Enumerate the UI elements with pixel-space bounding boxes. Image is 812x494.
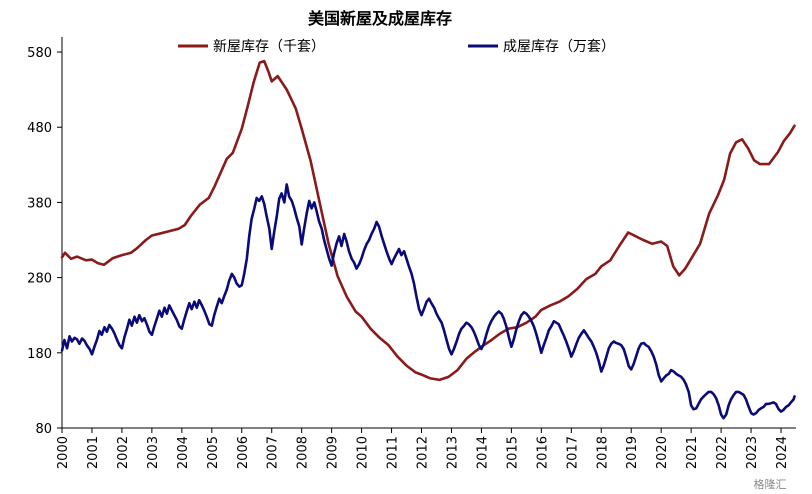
x-tick-label: 2024 <box>775 436 790 469</box>
x-tick-label: 2016 <box>535 436 550 469</box>
legend-label-new-homes: 新屋库存（千套） <box>213 39 325 55</box>
x-tick-label: 2018 <box>595 436 610 469</box>
y-tick-label: 180 <box>27 347 52 362</box>
x-tick-label: 2000 <box>56 436 71 469</box>
x-tick-label: 2006 <box>236 436 251 469</box>
x-tick-label: 2015 <box>505 436 520 469</box>
x-tick-label: 2020 <box>655 436 670 469</box>
legend-label-existing-homes: 成屋库存（万套） <box>503 39 615 55</box>
x-tick-label: 2013 <box>445 436 460 469</box>
y-tick-label: 280 <box>27 272 52 287</box>
x-tick-label: 2019 <box>625 436 640 469</box>
x-axis: 2000 2001 2002 2003 2004 2005 2006 2007 2008 2009… <box>56 427 796 469</box>
x-tick-label: 2005 <box>206 436 221 469</box>
chart-title: 美国新屋及成屋库存 <box>308 9 452 28</box>
y-axis: 80 180 280 380 480 580 <box>27 37 63 437</box>
x-tick-label: 2002 <box>116 436 131 469</box>
y-tick-label: 380 <box>27 196 52 211</box>
legend: 新屋库存（千套） 成屋库存（万套） <box>178 39 615 55</box>
y-tick-label: 80 <box>35 422 52 437</box>
y-tick-label: 480 <box>27 121 52 136</box>
x-tick-label: 2017 <box>565 436 580 469</box>
series-layer <box>60 59 796 420</box>
x-tick-label: 2007 <box>266 436 281 469</box>
x-tick-label: 2023 <box>745 436 760 469</box>
x-tick-label: 2003 <box>146 436 161 469</box>
x-tick-label: 2014 <box>475 436 490 469</box>
x-tick-label: 2021 <box>685 436 700 469</box>
series-line-new-homes <box>60 59 796 382</box>
x-tick-label: 2004 <box>176 436 191 469</box>
series-line-existing-homes <box>60 183 796 420</box>
watermark: 格隆汇 <box>754 477 787 491</box>
y-tick-label: 580 <box>27 46 52 61</box>
x-tick-label: 2009 <box>326 436 341 469</box>
x-tick-label: 2001 <box>86 436 101 469</box>
x-tick-label: 2011 <box>386 436 401 469</box>
x-tick-label: 2010 <box>356 436 371 469</box>
x-tick-label: 2008 <box>296 436 311 469</box>
x-tick-label: 2022 <box>715 436 730 469</box>
x-tick-label: 2012 <box>416 436 431 469</box>
